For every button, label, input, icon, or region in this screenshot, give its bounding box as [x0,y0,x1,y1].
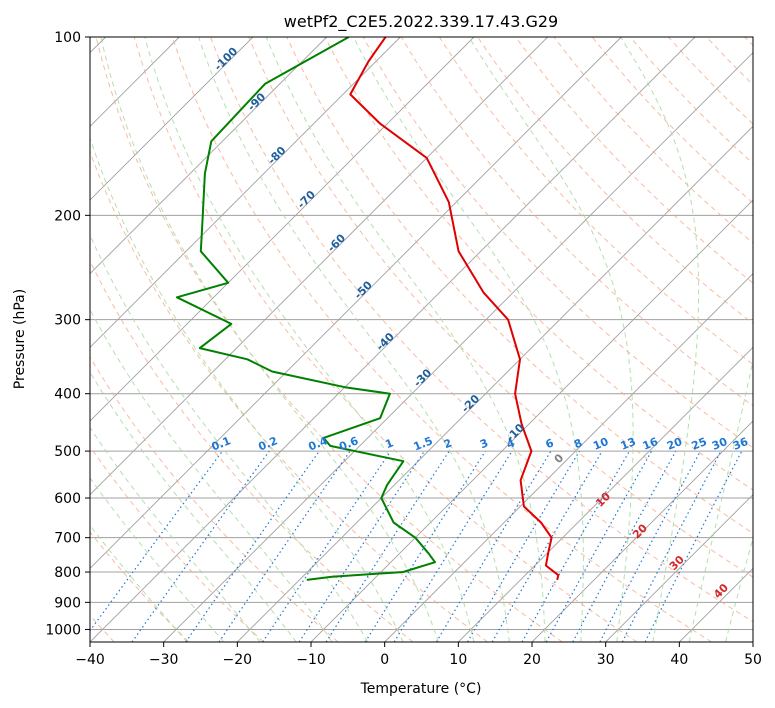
mixing-ratio-line [393,450,513,642]
moist-adiabat-line [90,426,261,642]
x-axis-title: Temperature (°C) [360,681,482,697]
mixing-ratio-line [466,450,580,642]
isotherm-line [90,37,548,496]
moist-adiabat-line [90,371,297,642]
dry-adiabat-line [90,531,190,642]
mixing-ratio-label: 1 [383,436,395,451]
y-tick-label: 200 [54,208,81,224]
axes: −40 −30 −20 −10 0 10 20 30 40 50 100 200 300 400 500 60… [45,30,762,668]
dry-adiabat-line [210,37,753,623]
plot-frame [89,36,754,643]
mixing-ratio-line [572,450,677,642]
mixing-ratio-label: 10 [591,435,610,453]
dry-adiabat-line [90,445,264,642]
isotherm-line [90,37,475,422]
mixing-ratio-label: 36 [731,435,750,453]
dry-adiabat-line [133,37,638,642]
isotherm-line [90,37,327,275]
x-tick-label: 20 [523,652,541,668]
mixing-ratio-label: 30 [710,435,729,453]
x-tick-label: 30 [597,652,615,668]
isotherm-line [90,37,696,642]
isotherm-line [458,346,753,642]
mixing-ratio-line [599,450,702,642]
dry-adiabat-line [438,37,753,366]
dry-adiabat-line [171,37,712,642]
dry-adiabat-line [248,37,753,578]
x-tick-label: 40 [670,652,688,668]
moist-adiabat-line [90,524,188,642]
mixing-ratio-label: 20 [665,435,684,453]
x-tick-label: 10 [449,652,467,668]
y-tick-label: 1000 [45,622,81,638]
mixing-ratio-label: 3 [478,436,490,451]
x-tick-label: −30 [149,652,179,668]
isotherm-line [237,125,753,642]
x-tick-label: −10 [296,652,326,668]
mixing-ratio-line [325,450,450,642]
mixing-ratio-line [435,450,552,642]
dewpoint-profile-line [175,37,436,581]
dry-adiabat-line [90,259,414,642]
moist-adiabat-line [353,37,584,642]
x-tick-label: 50 [744,652,762,668]
y-tick-label: 600 [54,491,81,507]
moist-adiabat-line [265,37,546,642]
moist-adiabat-line [144,37,475,642]
dry-adiabat-line [286,37,753,534]
y-tick-label: 100 [54,30,81,46]
mixing-ratio-label: 16 [641,435,660,453]
moist-adiabat-line [90,233,369,642]
plot-background [90,37,753,642]
y-axis-title: Pressure (hPa) [12,289,28,389]
temperature-profile-line [349,37,560,581]
moist-adiabat-line [100,37,439,642]
dry-adiabat-line [90,150,488,642]
y-tick-label: 700 [54,531,81,547]
y-tick-label: 300 [54,313,81,329]
mixing-ratio-label: 25 [690,435,709,453]
mixing-ratio-label: 13 [619,435,638,453]
y-tick-label: 400 [54,387,81,403]
isotherm-line [605,494,753,642]
isotherm-line [90,37,401,348]
contour-labels: 0.1 0.2 0.4 0.6 1 1.5 2 3 4 6 8 10 13 16 20 25 30 36-100-… [210,44,751,601]
isotherm-line [531,420,753,642]
x-tick-label: −40 [75,652,105,668]
isotherm-line [752,641,753,642]
x-tick-label: 0 [380,652,389,668]
isotherm-line [90,37,254,201]
mixing-ratio-line [364,450,486,642]
y-tick-label: 500 [54,444,81,460]
mixing-ratio-line [185,450,320,642]
background-lines [90,37,753,642]
dry-adiabat-line [95,37,563,642]
moist-adiabat-line [620,37,700,642]
isotherm-line [90,37,622,569]
x-tick-label: −20 [223,652,253,668]
mixing-ratio-line [262,450,392,642]
moist-adiabat-line [90,477,225,642]
mixing-ratio-label: 2 [442,436,454,451]
chart-title: wetPf2_C2E5.2022.339.17.43.G29 [284,12,558,32]
isotherm-line [384,273,753,642]
moist-adiabat-line [90,136,404,642]
mixing-ratio-line [218,450,351,642]
mixing-ratio-line [298,450,425,642]
dry-adiabat-line [515,37,753,284]
isotherm-line [163,52,753,642]
mixing-ratio-label: 8 [572,436,584,451]
y-tick-label: 900 [54,595,81,611]
profile-lines [175,37,560,581]
dry-adiabat-line [400,37,753,407]
y-tick-label: 800 [54,565,81,581]
